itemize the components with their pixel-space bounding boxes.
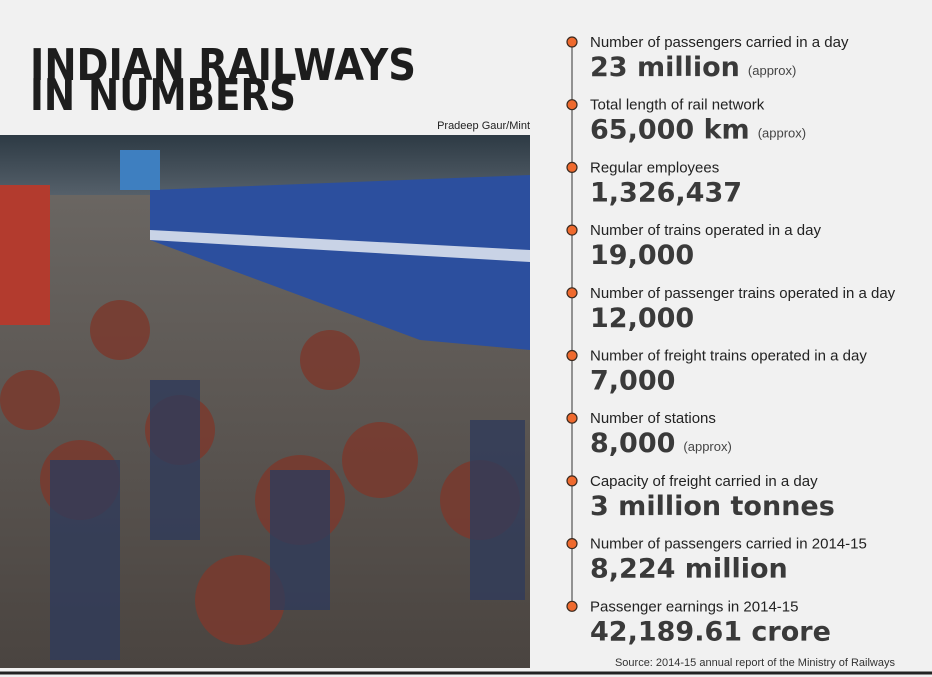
item-label: Number of trains operated in a day bbox=[590, 222, 821, 239]
item-note: (approx) bbox=[758, 126, 806, 141]
bullet bbox=[566, 287, 578, 299]
item-label: Number of passengers carried in a day bbox=[590, 34, 849, 51]
item-label: Number of freight trains operated in a d… bbox=[590, 348, 867, 365]
item-note: (approx) bbox=[683, 439, 731, 454]
bullet bbox=[566, 412, 578, 424]
bullet bbox=[566, 475, 578, 487]
item-label: Number of passenger trains operated in a… bbox=[590, 285, 896, 302]
photo-credit: Pradeep Gaur/Mint bbox=[437, 120, 530, 132]
bullet bbox=[566, 349, 578, 362]
bullet bbox=[566, 600, 578, 612]
item-label: Passenger earnings in 2014-15 bbox=[590, 598, 798, 615]
item-value: 1,326,437 bbox=[590, 177, 742, 208]
item-value: 12,000 bbox=[590, 303, 694, 334]
bullet bbox=[566, 36, 578, 48]
item-label: Number of passengers carried in 2014-15 bbox=[590, 536, 867, 553]
title-line: INDIAN RAILWAYS bbox=[30, 40, 416, 91]
item-label: Regular employees bbox=[590, 159, 719, 176]
item-value: 42,189.61 crore bbox=[590, 616, 831, 647]
item-value: 23 million bbox=[590, 52, 740, 83]
item-value: 65,000 km bbox=[590, 115, 750, 146]
bullet bbox=[566, 537, 578, 550]
item-value: 8,000 bbox=[590, 428, 675, 459]
item-note: (approx) bbox=[748, 63, 796, 78]
item-value: 7,000 bbox=[590, 366, 675, 397]
title-line: IN NUMBERS bbox=[30, 70, 296, 121]
item-value: 3 million tonnes bbox=[590, 491, 835, 522]
item-value: 19,000 bbox=[590, 240, 694, 271]
bullet bbox=[566, 224, 578, 236]
item-label: Number of stations bbox=[590, 410, 716, 427]
item-label: Capacity of freight carried in a day bbox=[590, 473, 818, 490]
source: Source: 2014-15 annual report of the Min… bbox=[615, 657, 896, 669]
bullet bbox=[566, 161, 578, 173]
photo bbox=[0, 135, 530, 668]
bullet bbox=[566, 99, 578, 111]
item-label: Total length of rail network bbox=[590, 97, 765, 114]
item-value: 8,224 million bbox=[590, 554, 788, 585]
